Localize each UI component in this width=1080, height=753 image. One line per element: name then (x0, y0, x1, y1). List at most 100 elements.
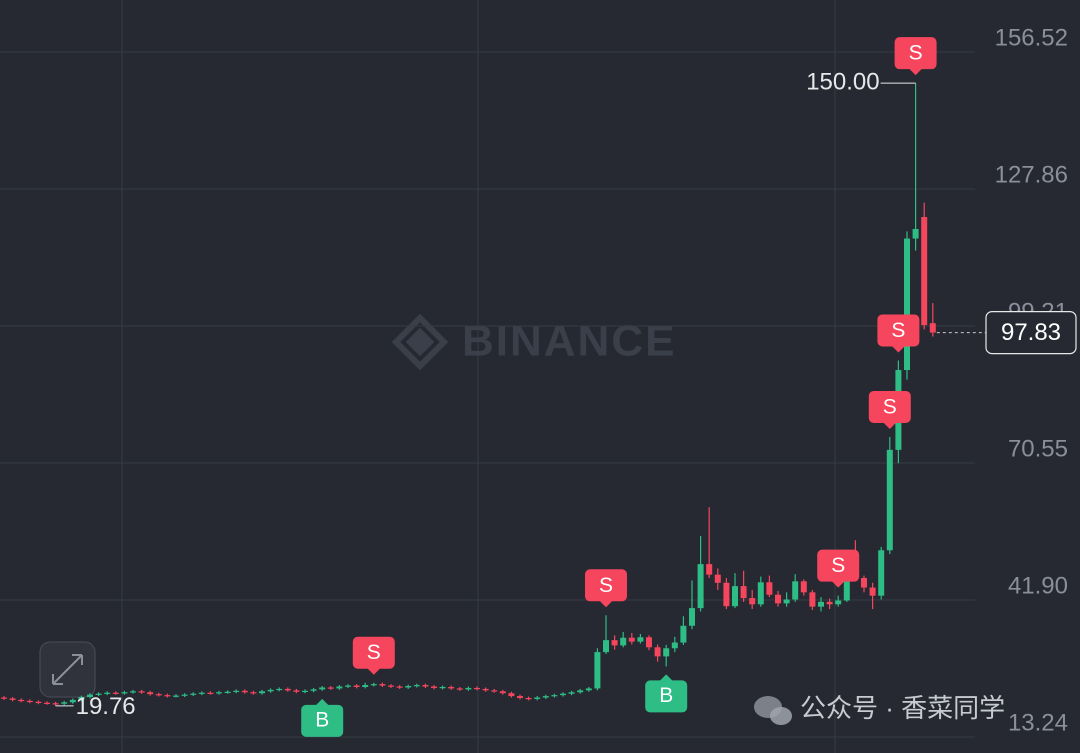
candle-body (224, 691, 231, 693)
candle-body (732, 586, 738, 607)
candle-body (69, 699, 76, 703)
candle-body (104, 692, 111, 694)
candle-body (207, 692, 214, 694)
candle-body (267, 689, 274, 692)
candle-body (542, 696, 549, 698)
candle-body (775, 594, 781, 604)
candle-body (241, 690, 248, 693)
candle-body (800, 581, 807, 593)
candle-body (431, 686, 437, 688)
candle-body (826, 601, 833, 605)
candle-body (155, 694, 162, 696)
candle-body (904, 238, 910, 371)
candle-body (61, 702, 68, 704)
candle-body (689, 608, 695, 626)
candle-body (164, 695, 171, 697)
candle-body (603, 640, 609, 653)
candle-body (508, 693, 515, 697)
trade-marker-badge (868, 390, 911, 429)
candle-body (233, 690, 240, 693)
candle-body (474, 687, 480, 690)
candle-body (585, 688, 592, 691)
trade-marker-badge (301, 698, 344, 737)
trade-marker-badge (877, 314, 920, 353)
candle-body (766, 582, 773, 595)
candle-body (723, 582, 730, 607)
candle-body (310, 689, 317, 691)
trade-marker-badge (817, 549, 860, 588)
trade-marker-label: S (831, 554, 845, 577)
trade-marker: S (868, 390, 911, 429)
candle-body (293, 690, 300, 692)
trade-marker-label: S (883, 396, 897, 419)
candle-body (250, 692, 257, 694)
candle-body (757, 582, 764, 605)
trade-marker: S (352, 636, 395, 675)
candle-body (95, 693, 102, 695)
trade-marker-badge (585, 569, 627, 608)
candle-body (345, 685, 351, 687)
candle-body (327, 687, 334, 689)
y-tick-label: 13.24 (1008, 709, 1068, 736)
candle-body (319, 687, 326, 690)
expand-button[interactable] (39, 641, 96, 698)
watermark-text: BINANCE (462, 317, 676, 366)
candle-body (112, 692, 119, 694)
watermark-logo (391, 313, 449, 371)
candle-body (577, 690, 584, 693)
candle-body (379, 684, 386, 686)
trade-marker-label: S (367, 641, 381, 664)
trade-marker-label: S (891, 319, 905, 342)
candle-body (147, 692, 154, 695)
candle-body (302, 690, 308, 693)
footer-watermark: 公众号 · 香菜同学 (754, 693, 1005, 725)
trade-marker: S (817, 549, 860, 588)
candle-body (138, 691, 145, 693)
candle-body (749, 598, 756, 605)
trade-marker-badge (352, 636, 395, 675)
y-tick-label: 156.52 (995, 24, 1068, 51)
low-label: 19.76 (76, 693, 136, 720)
y-tick-label: 70.55 (1008, 435, 1068, 462)
candle-body (646, 637, 652, 648)
candle-body (276, 688, 283, 691)
candle-body (628, 637, 635, 642)
candle-body (714, 574, 721, 583)
wechat-icon (770, 707, 792, 725)
candle-body (792, 581, 799, 600)
trade-marker-label: S (599, 574, 613, 597)
candle-body (388, 685, 394, 687)
last-price-label: 97.83 (1001, 319, 1061, 346)
candle-body (611, 640, 618, 646)
candle-body (465, 687, 472, 690)
candle-body (654, 647, 661, 657)
candle-body (929, 323, 936, 333)
candle-body (456, 688, 463, 690)
candle-body (499, 691, 506, 694)
y-tick-label: 41.90 (1008, 572, 1068, 599)
candle-body (121, 692, 128, 694)
footer-watermark-text: 公众号 · 香菜同学 (800, 693, 1005, 723)
candle-body (44, 702, 50, 704)
candle-body (422, 685, 429, 687)
candle-body (216, 692, 222, 694)
candle-body (568, 692, 575, 694)
candle-body (663, 648, 670, 657)
candle-body (181, 694, 188, 696)
trade-marker-badge (894, 37, 937, 76)
candle-body (680, 625, 687, 643)
plot: 13.2441.9070.5599.21127.86156.52BSSBSSSS… (0, 24, 1077, 738)
candle-body (439, 686, 446, 689)
candle-body (482, 688, 489, 691)
candle-body (886, 449, 893, 551)
candle-body (130, 691, 136, 693)
candle-body (861, 577, 867, 588)
candle-body (706, 564, 713, 575)
y-tick-label: 127.86 (995, 161, 1068, 188)
candle-body (396, 686, 403, 688)
candle-body (620, 637, 627, 646)
candle-body (818, 601, 824, 607)
trade-marker: B (301, 698, 344, 737)
